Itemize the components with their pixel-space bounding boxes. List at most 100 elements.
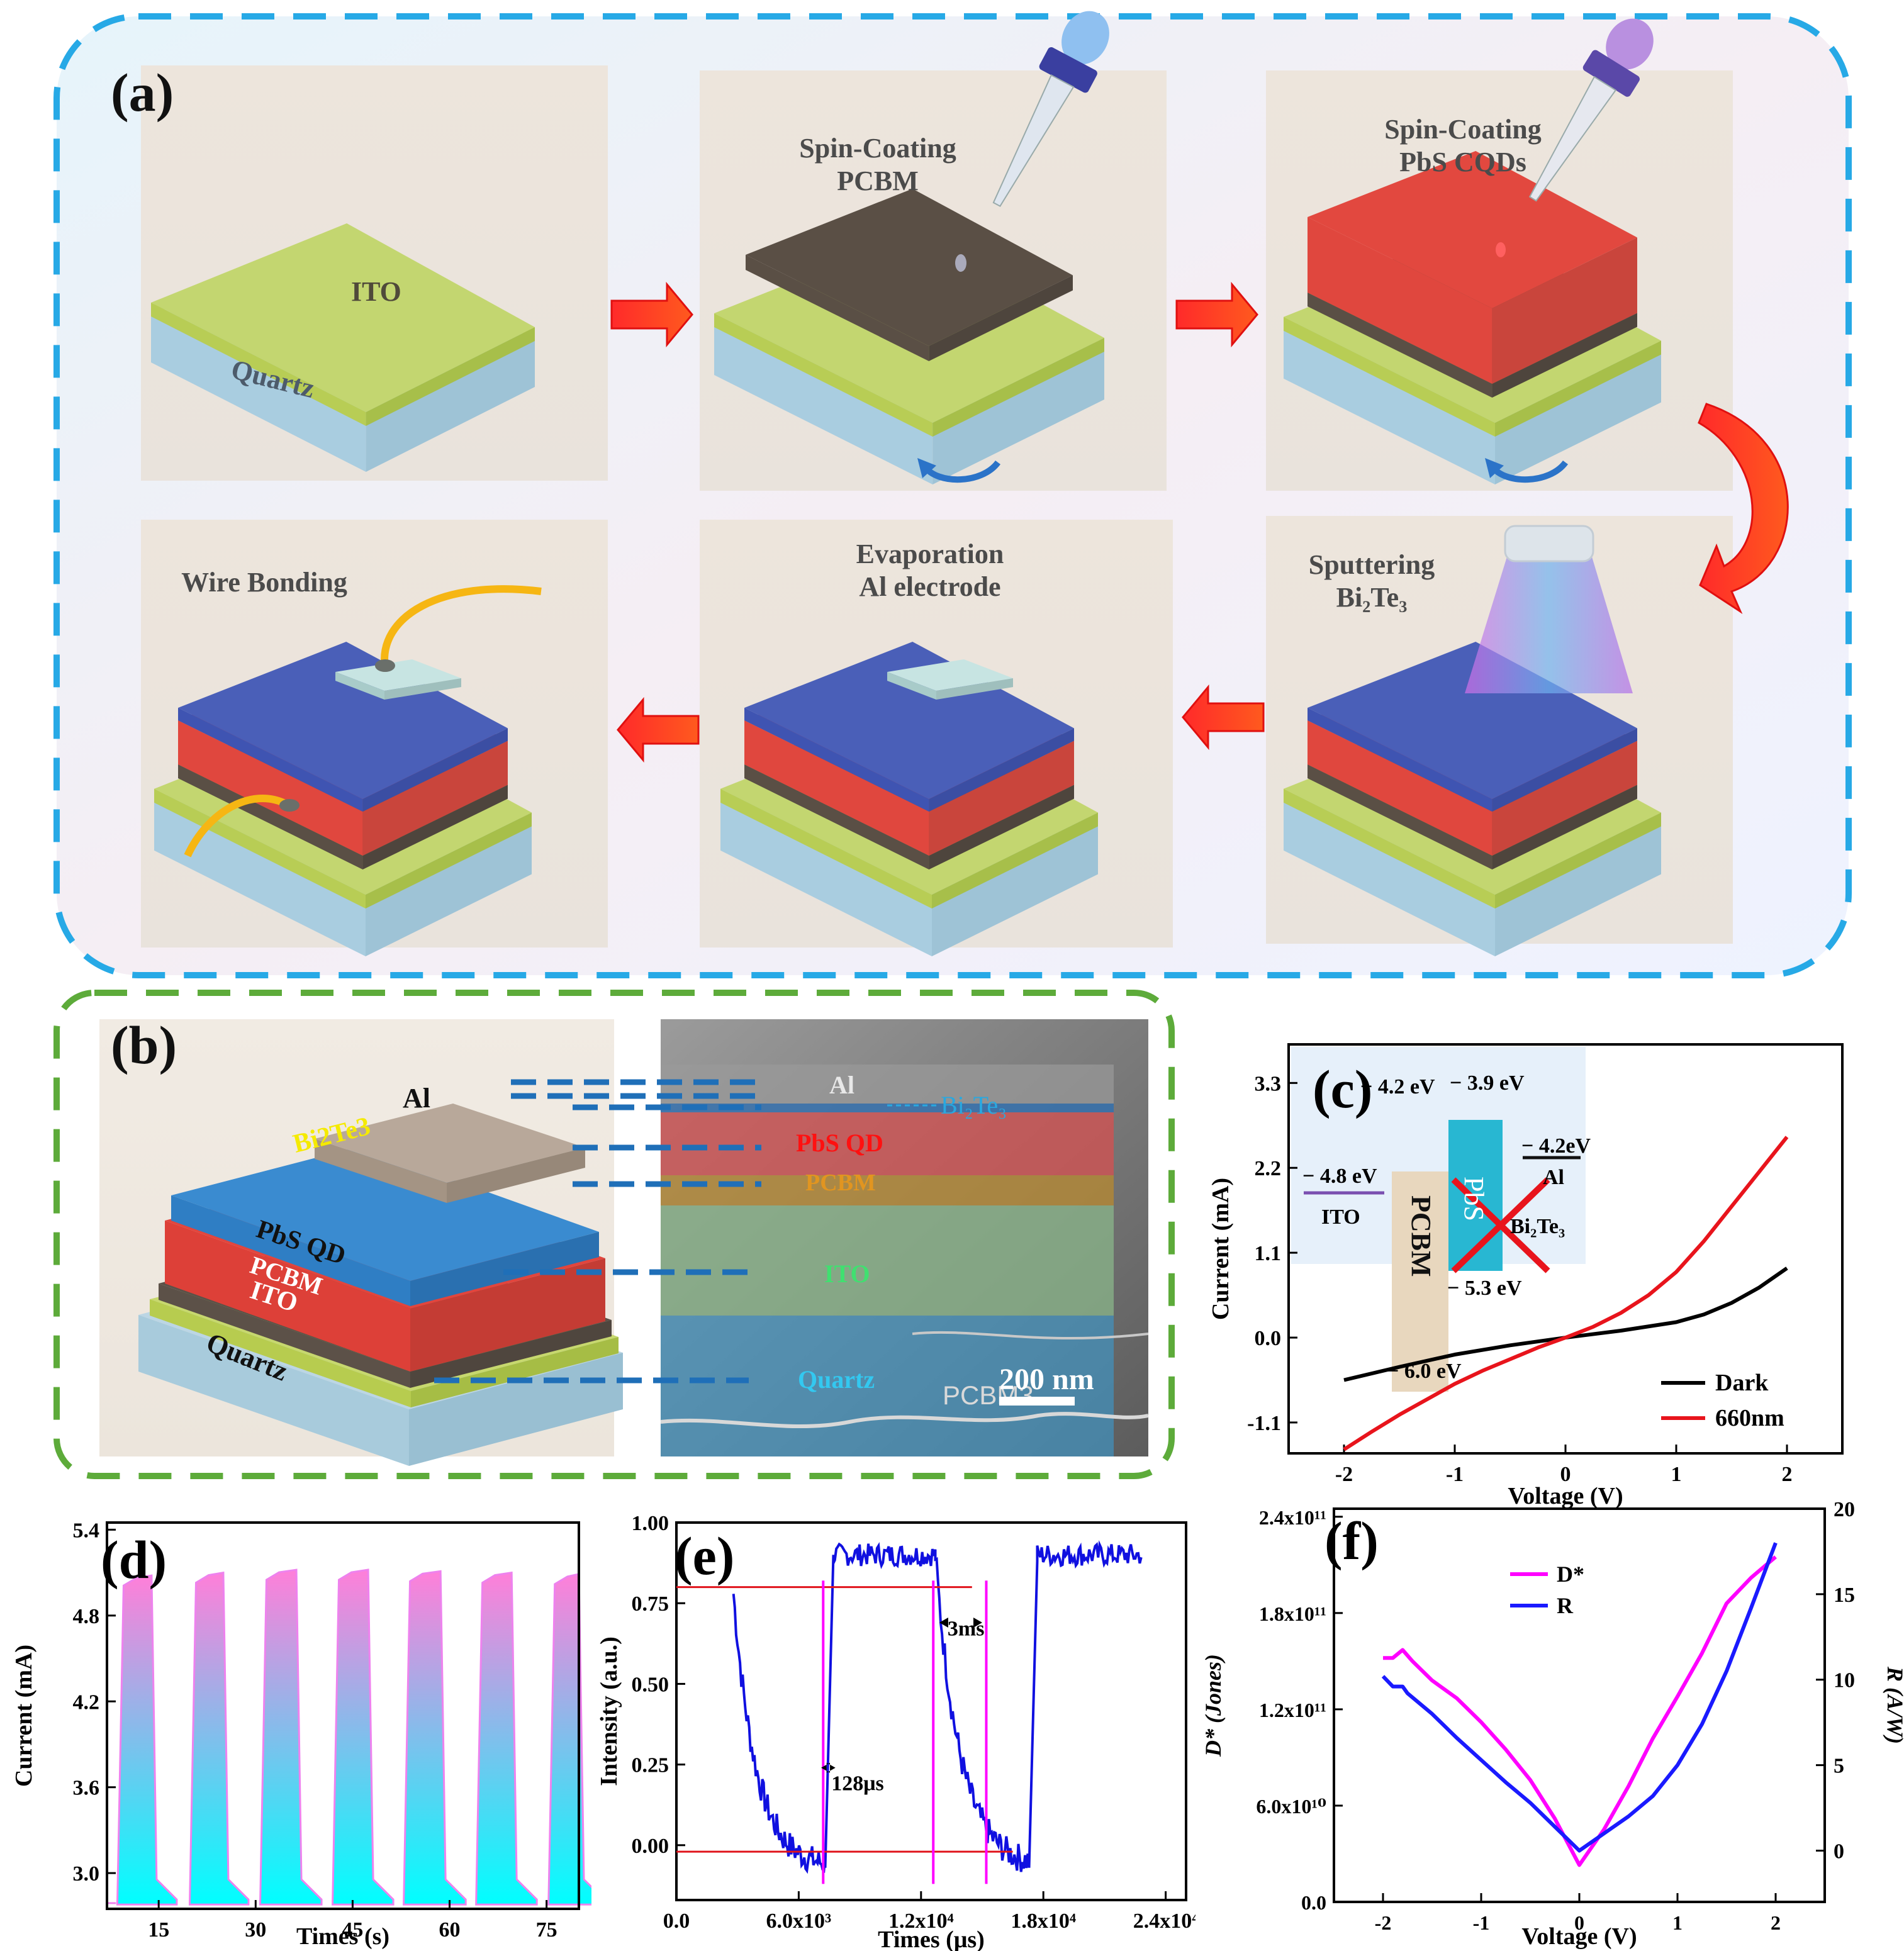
b-pcbm-side — [410, 1320, 612, 1388]
pcbm-slab — [746, 189, 1073, 346]
y2-tick-label: 20 — [1834, 1498, 1855, 1521]
panel-f-label: (f) — [1324, 1511, 1379, 1571]
x-tick-label: 2 — [1782, 1463, 1793, 1486]
x-tick-label: -1 — [1446, 1463, 1464, 1486]
bi2te3-slab — [744, 642, 1074, 799]
quartz-slab-side — [714, 325, 933, 484]
b-bi2te3 — [171, 1146, 599, 1281]
ito-slab-side — [1284, 788, 1495, 908]
y-tick-label: 4.8 — [73, 1605, 100, 1628]
x-tick-label: 1 — [1672, 1911, 1683, 1934]
y-axis-label: Current (mA) — [1207, 1178, 1234, 1320]
y-tick-label: 1.2x10¹¹ — [1259, 1699, 1326, 1721]
ito-slab-side — [366, 812, 532, 908]
bi2te3-slab-side — [178, 708, 363, 812]
x-tick-label: 0 — [1560, 1463, 1571, 1486]
y-tick-label: 1.8x10¹¹ — [1259, 1602, 1326, 1625]
legend-label-Dark: Dark — [1715, 1370, 1769, 1396]
level-al: − 4.2eV — [1521, 1134, 1591, 1158]
pulse — [332, 1568, 395, 1906]
x-tick-label: 6.0x10³ — [766, 1909, 832, 1933]
series-660nm — [1343, 1136, 1789, 1451]
material-pbs: PbS — [1459, 1177, 1489, 1221]
x-tick-label: -2 — [1375, 1911, 1392, 1934]
sem-label-quartz: Quartz — [798, 1365, 875, 1394]
plot-frame — [106, 1521, 580, 1910]
sputter-target-icon — [1504, 525, 1594, 562]
rotation-arrow-icon — [1489, 460, 1569, 483]
y-tick-label: 0.0 — [1255, 1327, 1282, 1350]
ito-slab-side — [1495, 340, 1661, 437]
y-tick-label: 0.50 — [632, 1673, 669, 1696]
quartz-slab-side — [154, 800, 366, 956]
bi2te3-slab — [178, 642, 508, 799]
quartz-slab-side — [1495, 824, 1661, 956]
y-tick-label: 4.2 — [73, 1691, 100, 1714]
y-tick-label: 5.4 — [73, 1519, 100, 1542]
b-al-side — [447, 1148, 585, 1203]
bi2te3-slab-side — [929, 728, 1074, 812]
pcbm-slab-side — [929, 275, 1073, 361]
y-tick-label: 0.25 — [632, 1754, 669, 1777]
y-tick-label: 3.3 — [1255, 1072, 1282, 1095]
scale-bar-label: 200 nm — [999, 1363, 1094, 1396]
quartz-slab-side — [932, 349, 1104, 484]
sem-label-pbs: PbS QD — [796, 1129, 883, 1157]
legend-label-R: R — [1557, 1593, 1574, 1618]
band-diagram-inset: − 4.8 eV − 4.2 eV − 3.9 eV − 4.2eV − 5.3 eV −… — [1291, 1047, 1591, 1392]
panel-e-label: (e) — [675, 1526, 734, 1586]
pcbm-slab-side — [1308, 764, 1492, 869]
level-pcbm-vb: − 6.0 eV — [1387, 1360, 1462, 1383]
y-axis-label: Current (mA) — [11, 1645, 37, 1787]
dirac-cone-line — [1451, 1177, 1550, 1273]
level-pbs-cb: − 3.9 eV — [1450, 1071, 1525, 1095]
panel-b-frame — [53, 990, 1175, 1479]
stack-label-al: Al — [403, 1083, 430, 1114]
x-tick-label: 30 — [245, 1918, 266, 1942]
y2-axis-label: R (A/W) — [1883, 1666, 1904, 1744]
b-pbs-side — [410, 1258, 605, 1372]
level-pbs-vb: − 5.3 eV — [1447, 1277, 1522, 1300]
bond-wire — [184, 795, 288, 858]
y-tick-label: 3.0 — [73, 1862, 100, 1886]
bi2te3-slab-side — [1308, 708, 1492, 812]
pbs-slab-side — [1492, 741, 1637, 856]
al-pad — [887, 659, 1013, 691]
step-title-evaporation: Evaporation Al electrode — [856, 539, 1004, 602]
panel-e-chart: 0.0 6.0x10³ 1.2x10⁴ 1.8x10⁴ 2.4x10⁴ 0.00 0.25 0… — [596, 1512, 1196, 1951]
pcbm-slab-side — [362, 785, 508, 869]
ito-slab-side — [932, 812, 1098, 908]
pulse — [116, 1574, 178, 1906]
b-bi2te3-side — [171, 1195, 410, 1306]
panel-b: (b) Al Bi2Te3 PbS QD PCBM ITO Quartz Al … — [53, 990, 1175, 1479]
y-tick-label: 0.0 — [1301, 1891, 1326, 1914]
x-tick-label: -1 — [1473, 1911, 1490, 1934]
arrow-icon — [939, 1617, 982, 1628]
y-axis-label: D* (Jones) — [1201, 1654, 1226, 1757]
x-axis-label: Voltage (V) — [1508, 1483, 1623, 1509]
ito-slab-side — [154, 788, 366, 908]
quartz-slab-side — [366, 340, 535, 472]
b-pcbm-side — [159, 1283, 410, 1388]
y2-tick-label: 10 — [1834, 1669, 1855, 1692]
ito-slab-side — [366, 327, 535, 426]
pulse — [475, 1571, 538, 1906]
x-tick-label: 15 — [148, 1918, 169, 1942]
panel-a: (a) ITO Quartz Spin-Coating PCBM Spin-Coa… — [53, 11, 1852, 978]
ito-slab — [151, 223, 535, 412]
level-ito: − 4.8 eV — [1302, 1165, 1377, 1188]
quartz-slab-side — [720, 800, 932, 956]
sputter-beam — [1465, 557, 1633, 693]
panel-c-label: (c) — [1313, 1059, 1372, 1119]
rotation-arrow-head-icon — [917, 458, 936, 478]
y-tick-label: 1.00 — [632, 1512, 669, 1535]
y-tick-label: 2.4x10¹¹ — [1259, 1506, 1326, 1529]
x-tick-label: 75 — [536, 1918, 557, 1942]
sem-label-pcbm: PCBM — [805, 1170, 876, 1196]
quartz-slab-side — [366, 824, 532, 956]
ito-slab-side — [151, 303, 366, 426]
pcbm-slab-side — [929, 785, 1074, 869]
rotation-arrow-icon — [922, 460, 1001, 483]
y-tick-label: -1.1 — [1247, 1412, 1281, 1435]
arrow-step1-to-step2 — [610, 281, 693, 348]
